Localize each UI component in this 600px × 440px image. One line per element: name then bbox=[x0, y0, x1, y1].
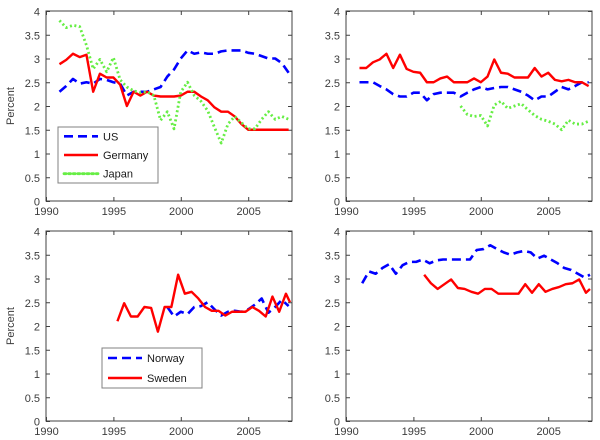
y-tick-label: 4 bbox=[34, 227, 40, 239]
y-tick-label: 0 bbox=[34, 417, 40, 429]
y-tick-label: 3.5 bbox=[325, 250, 340, 262]
legend: Norway Sweden bbox=[101, 347, 203, 389]
x-tick-label: 2005 bbox=[236, 426, 260, 438]
y-tick-label: 0 bbox=[334, 417, 340, 429]
series-line-switzerland bbox=[459, 99, 590, 132]
y-tick-label: 1.5 bbox=[25, 345, 40, 357]
y-tick-label: 1.5 bbox=[25, 125, 40, 137]
y-tick-label: 0.5 bbox=[325, 173, 340, 185]
series-line-new-zealand bbox=[423, 273, 591, 295]
y-tick-label: 2.5 bbox=[325, 78, 340, 90]
legend-label-sweden: Sweden bbox=[147, 373, 187, 385]
panel-top-left: 0 0.5 1 1.5 2 2.5 3 3.5 4 1990 1995 2000 2005 Percent… bbox=[0, 0, 300, 220]
y-tick-label: 1 bbox=[34, 149, 40, 161]
y-tick-label: 1.5 bbox=[325, 345, 340, 357]
legend-label-japan: Japan bbox=[103, 169, 133, 181]
y-tick-label: 3 bbox=[334, 54, 340, 66]
y-tick-label: 4 bbox=[334, 7, 340, 19]
x-tick-label: 2005 bbox=[536, 206, 560, 218]
x-tick-label: 1995 bbox=[102, 426, 126, 438]
legend-box bbox=[101, 347, 203, 389]
x-tick-label: 1990 bbox=[334, 426, 358, 438]
series-line-canada bbox=[359, 52, 590, 88]
y-tick-label: 1 bbox=[334, 149, 340, 161]
x-tick-label: 1995 bbox=[102, 206, 126, 218]
y-tick-label: 1.5 bbox=[325, 125, 340, 137]
series-line-uk bbox=[359, 80, 589, 102]
legend-label-norway: Norway bbox=[147, 353, 185, 365]
panel-bottom-right: 00.511.522.533.541990199520002005Austral… bbox=[300, 220, 600, 440]
x-tick-label: 2005 bbox=[236, 206, 260, 218]
y-tick-label: 0.5 bbox=[25, 173, 40, 185]
y-tick-label: 2.5 bbox=[25, 78, 40, 90]
series-line-germany bbox=[58, 52, 289, 131]
y-tick-label: 2.5 bbox=[325, 298, 340, 310]
y-tick-label: 3.5 bbox=[325, 30, 340, 42]
series-line-norway bbox=[166, 297, 290, 318]
series-line-japan bbox=[58, 19, 290, 145]
y-tick-label: 0 bbox=[334, 197, 340, 209]
x-tick-label: 2000 bbox=[169, 426, 193, 438]
y-tick-label: 0.5 bbox=[25, 393, 40, 405]
y-tick-label: 1 bbox=[34, 369, 40, 381]
y-tick-label: 3 bbox=[34, 54, 40, 66]
y-axis-label: Percent bbox=[5, 307, 17, 345]
x-tick-label: 1995 bbox=[402, 426, 426, 438]
y-tick-label: 2 bbox=[334, 102, 340, 114]
y-tick-label: 1 bbox=[334, 369, 340, 381]
y-tick-label: 0 bbox=[34, 197, 40, 209]
y-tick-label: 2 bbox=[34, 102, 40, 114]
legend-label-germany: Germany bbox=[103, 150, 149, 162]
x-tick-label: 2005 bbox=[536, 426, 560, 438]
x-tick-label: 1990 bbox=[34, 426, 58, 438]
y-axis-label: Percent bbox=[5, 87, 17, 125]
y-tick-label: 4 bbox=[34, 7, 40, 19]
x-tick-label: 1990 bbox=[34, 206, 58, 218]
x-tick-label: 2000 bbox=[169, 206, 193, 218]
y-tick-label: 3 bbox=[334, 274, 340, 286]
x-tick-label: 1995 bbox=[402, 206, 426, 218]
y-tick-label: 3 bbox=[34, 274, 40, 286]
y-tick-label: 3.5 bbox=[25, 250, 40, 262]
y-tick-label: 0.5 bbox=[325, 393, 340, 405]
panel-bottom-left: 0 0.5 1 1.5 2 2.5 3 3.5 4 1990 1995 2000 2005 Percent… bbox=[0, 220, 300, 440]
plot-frame bbox=[45, 230, 293, 422]
plot-frame bbox=[345, 10, 593, 202]
series-line-sweden bbox=[116, 273, 292, 333]
y-tick-label: 3.5 bbox=[25, 30, 40, 42]
panel-top-right: 00.511.522.533.541990199520002005UKCanad… bbox=[300, 0, 600, 220]
y-tick-label: 2 bbox=[334, 322, 340, 334]
y-tick-label: 2 bbox=[34, 322, 40, 334]
legend: US Germany Japan bbox=[57, 126, 159, 184]
legend-label-us: US bbox=[103, 131, 118, 143]
series-line-australia bbox=[361, 243, 591, 284]
x-tick-label: 2000 bbox=[469, 426, 493, 438]
x-tick-label: 1990 bbox=[334, 206, 358, 218]
y-tick-label: 2.5 bbox=[25, 298, 40, 310]
y-tick-label: 4 bbox=[334, 227, 340, 239]
x-tick-label: 2000 bbox=[469, 206, 493, 218]
